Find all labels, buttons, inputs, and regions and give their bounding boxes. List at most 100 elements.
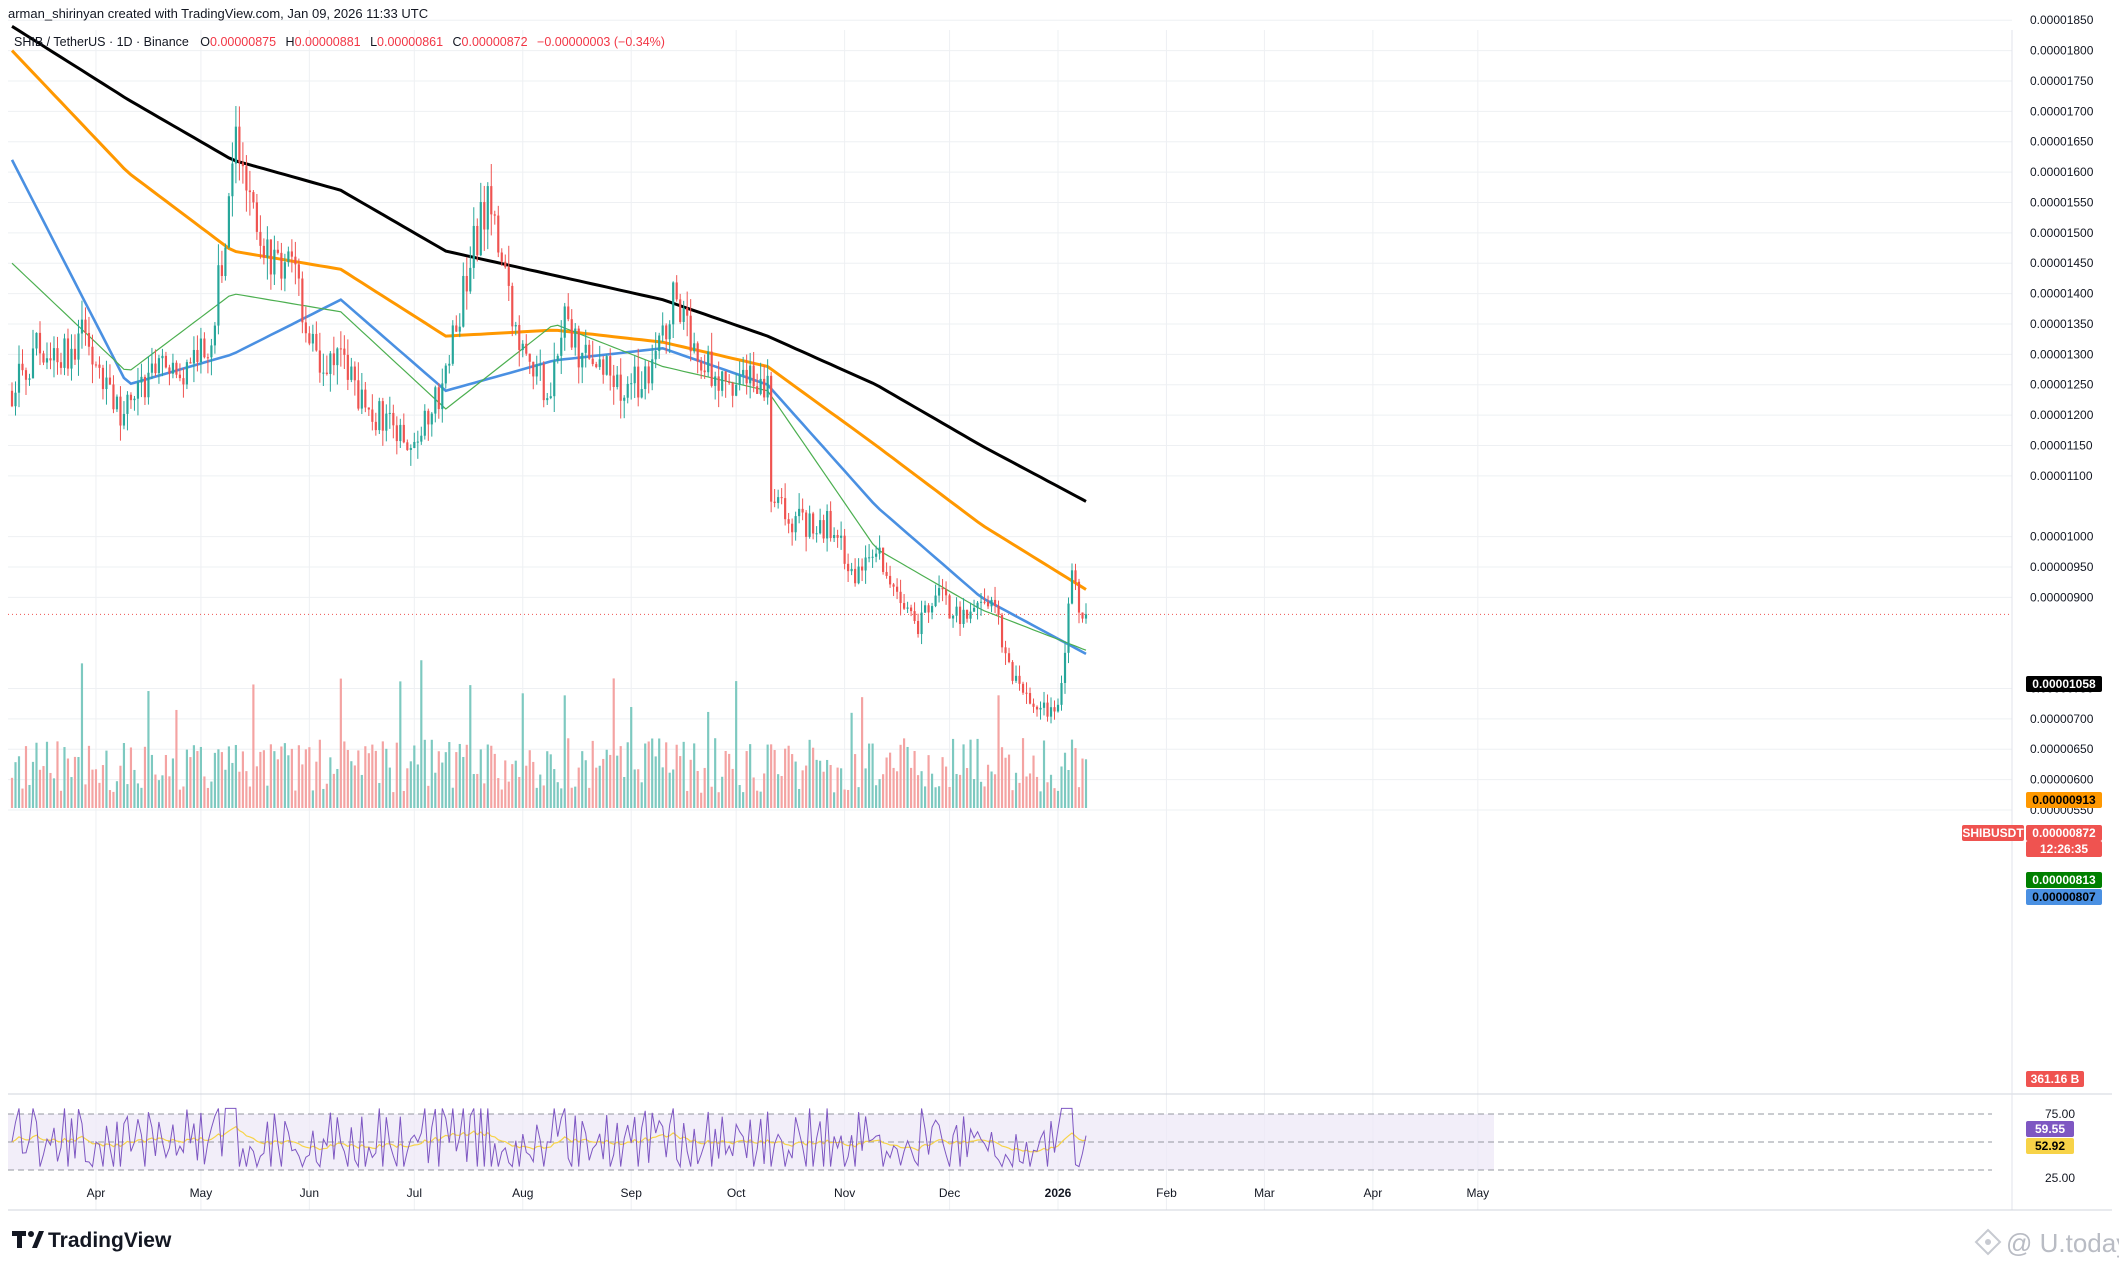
ma50-badge: 0.00000807 (2026, 889, 2102, 905)
candle (227, 192, 230, 249)
volume-bar (934, 787, 937, 808)
legend[interactable]: SHIB / TetherUS · 1D · Binance O0.000008… (14, 33, 665, 50)
volume-bar (721, 776, 724, 808)
volume-bar (304, 749, 307, 808)
volume-bar (262, 750, 265, 808)
candle (794, 511, 797, 541)
volume-bar (287, 755, 290, 808)
volume-bar (231, 762, 234, 808)
candle (1042, 691, 1046, 716)
volume-bar (514, 760, 517, 808)
volume-bar (80, 663, 84, 808)
candle (126, 391, 129, 431)
candle (766, 359, 769, 405)
time-axis[interactable]: Apr May Jun Jul Aug Sep Oct Nov Dec 2026 Feb Mar Apr… (87, 1186, 1490, 1200)
candle (31, 329, 35, 379)
svg-text:0.00000913: 0.00000913 (2032, 793, 2096, 807)
volume-bar (472, 774, 475, 808)
candle (255, 193, 258, 240)
candle (444, 363, 447, 389)
ohlc-close-key: C (453, 35, 462, 49)
candle (598, 345, 601, 370)
candle (546, 392, 549, 405)
rsi-ma-badge: 52.92 (2026, 1138, 2074, 1154)
candle (777, 489, 780, 509)
volume-bar (808, 739, 811, 808)
candle (574, 323, 577, 356)
candle (955, 597, 958, 623)
candle (689, 299, 692, 362)
volume-bar (161, 775, 164, 808)
volume-bar (1042, 740, 1046, 808)
rsi-axis-label: 75.00 (2045, 1107, 2075, 1121)
candle (916, 613, 920, 638)
candle (584, 329, 587, 368)
candle (241, 142, 244, 184)
volume-bar (1084, 759, 1088, 808)
volume-bar (637, 769, 640, 808)
candle (182, 368, 185, 398)
volume-bar (920, 771, 923, 808)
volume-bar (315, 761, 318, 808)
candle (154, 349, 157, 377)
volume-bar (416, 764, 419, 808)
volume-bar (325, 783, 328, 808)
price-axis[interactable]: 0.00001850 0.00001800 0.00001750 0.00001700… (2030, 13, 2094, 1185)
price-tick-label: 0.00000700 (2030, 712, 2094, 726)
candle (745, 354, 748, 395)
candle (290, 239, 293, 273)
volume-bar (700, 792, 703, 808)
volume-bar (679, 756, 682, 808)
candle (1067, 597, 1070, 664)
candle (84, 307, 87, 346)
volume-bar (885, 757, 888, 808)
volume-bar (602, 758, 605, 808)
candle (276, 241, 279, 255)
time-axis-label: Mar (1254, 1186, 1275, 1200)
volume-bar (329, 757, 332, 808)
candle (696, 341, 699, 374)
volume-bar (77, 757, 80, 808)
volume-bar (504, 760, 507, 808)
volume-bar (143, 746, 147, 808)
time-axis-label: Feb (1156, 1186, 1177, 1200)
ma-line-ma20 (11, 262, 1087, 651)
volume-bar (1004, 757, 1007, 808)
volume-bar (958, 774, 962, 808)
candle (889, 565, 892, 588)
candle (535, 355, 538, 385)
volume-bar (833, 792, 836, 808)
volume-bar (31, 761, 35, 808)
candle (1011, 660, 1014, 685)
candle (185, 359, 189, 390)
volume-bar (115, 781, 119, 808)
volume-bar (343, 741, 346, 808)
candle (609, 348, 612, 391)
time-axis-label: Apr (87, 1186, 106, 1200)
candle (861, 558, 864, 582)
volume-bar (1025, 776, 1028, 808)
watermark-text: @ U.today (2006, 1228, 2119, 1258)
volume-bar (693, 743, 696, 808)
candle (833, 527, 836, 543)
volume-bar (126, 784, 129, 808)
candle (986, 595, 990, 609)
candle (525, 334, 528, 356)
candle (854, 558, 857, 587)
volume-bar (437, 751, 440, 808)
volume-bar (1021, 738, 1025, 808)
tradingview-logo[interactable]: TradingView (12, 1229, 172, 1252)
candle (1025, 682, 1028, 704)
last-price-badge: 0.00000872 (2026, 825, 2102, 841)
chart-background (8, 30, 1494, 1094)
volume-bar (101, 765, 105, 808)
volume-bar (266, 785, 269, 808)
ma200-badge: 0.00001058 (2026, 676, 2102, 692)
volume-bar (682, 741, 685, 808)
candle (843, 528, 846, 570)
candle (248, 170, 251, 216)
volume-bar (276, 759, 279, 808)
volume-bar (717, 792, 720, 808)
svg-text:52.92: 52.92 (2035, 1139, 2065, 1153)
